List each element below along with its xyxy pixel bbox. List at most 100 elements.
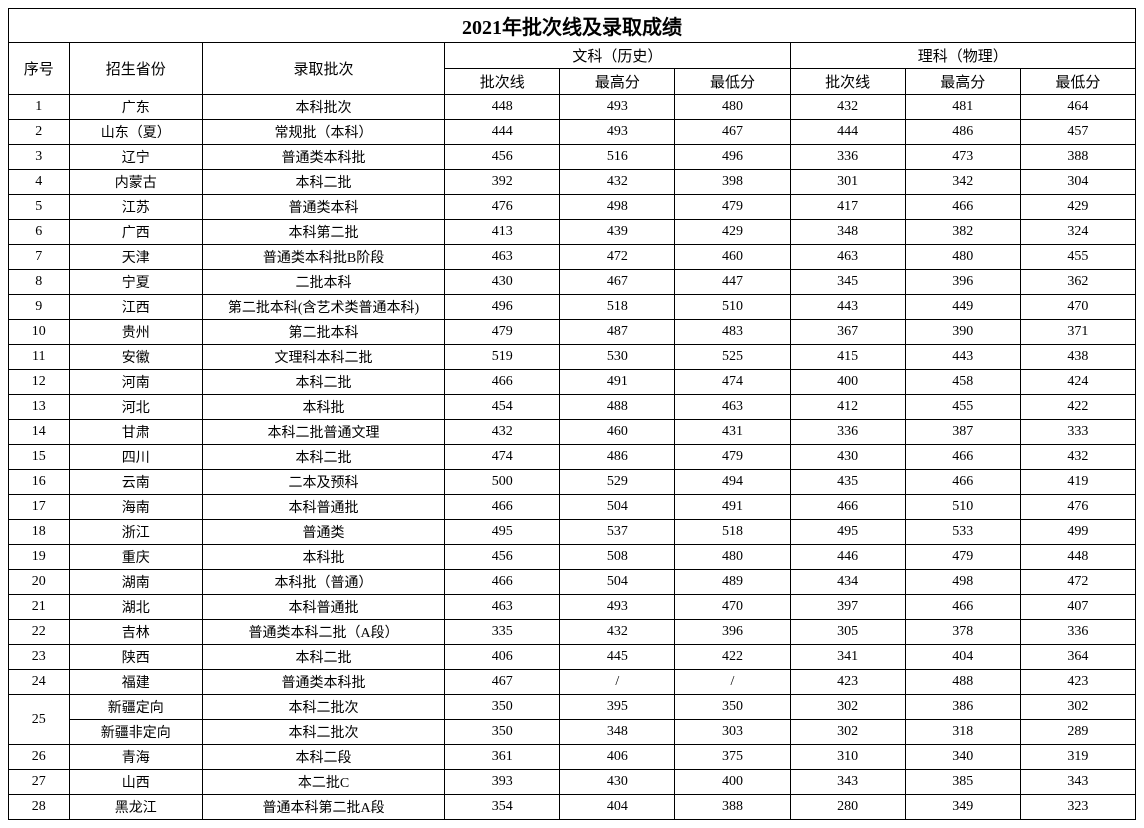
cell-science-cutoff: 367 xyxy=(790,320,905,345)
cell-arts-cutoff: 476 xyxy=(445,195,560,220)
table-row: 15四川本科二批474486479430466432 xyxy=(9,445,1136,470)
cell-arts-cutoff: 466 xyxy=(445,495,560,520)
cell-index: 25 xyxy=(9,695,70,745)
cell-arts-max: 504 xyxy=(560,570,675,595)
cell-index: 24 xyxy=(9,670,70,695)
cell-science-cutoff: 412 xyxy=(790,395,905,420)
cell-province: 湖北 xyxy=(69,595,202,620)
cell-arts-min: 447 xyxy=(675,270,790,295)
cell-arts-max: 404 xyxy=(560,795,675,820)
cell-arts-max: 493 xyxy=(560,120,675,145)
table-row: 19重庆本科批456508480446479448 xyxy=(9,545,1136,570)
cell-arts-min: 303 xyxy=(675,720,790,745)
cell-index: 19 xyxy=(9,545,70,570)
cell-arts-cutoff: 479 xyxy=(445,320,560,345)
cell-batch: 本科二段 xyxy=(202,745,444,770)
cell-science-cutoff: 435 xyxy=(790,470,905,495)
cell-arts-cutoff: 350 xyxy=(445,695,560,720)
cell-batch: 本科二批 xyxy=(202,170,444,195)
cell-batch: 普通类本科批 xyxy=(202,145,444,170)
cell-arts-max: 406 xyxy=(560,745,675,770)
cell-science-min: 438 xyxy=(1020,345,1135,370)
cell-province: 河南 xyxy=(69,370,202,395)
header-arts-max: 最高分 xyxy=(560,69,675,95)
cell-science-min: 289 xyxy=(1020,720,1135,745)
cell-science-max: 382 xyxy=(905,220,1020,245)
cell-index: 7 xyxy=(9,245,70,270)
cell-arts-max: 460 xyxy=(560,420,675,445)
cell-index: 13 xyxy=(9,395,70,420)
cell-arts-cutoff: 392 xyxy=(445,170,560,195)
header-science-max: 最高分 xyxy=(905,69,1020,95)
table-row: 26青海本科二段361406375310340319 xyxy=(9,745,1136,770)
cell-science-min: 423 xyxy=(1020,670,1135,695)
cell-arts-cutoff: 463 xyxy=(445,245,560,270)
cell-science-cutoff: 336 xyxy=(790,420,905,445)
table-row: 13河北本科批454488463412455422 xyxy=(9,395,1136,420)
cell-science-cutoff: 466 xyxy=(790,495,905,520)
cell-batch: 本科二批普通文理 xyxy=(202,420,444,445)
cell-arts-min: 491 xyxy=(675,495,790,520)
cell-index: 14 xyxy=(9,420,70,445)
cell-province: 四川 xyxy=(69,445,202,470)
cell-science-max: 455 xyxy=(905,395,1020,420)
cell-arts-max: 516 xyxy=(560,145,675,170)
cell-batch: 本科二批次 xyxy=(202,695,444,720)
table-row: 1广东本科批次448493480432481464 xyxy=(9,95,1136,120)
cell-arts-min: 494 xyxy=(675,470,790,495)
cell-arts-max: 445 xyxy=(560,645,675,670)
cell-science-cutoff: 302 xyxy=(790,720,905,745)
cell-arts-min: 460 xyxy=(675,245,790,270)
table-row: 4内蒙古本科二批392432398301342304 xyxy=(9,170,1136,195)
cell-science-max: 481 xyxy=(905,95,1020,120)
cell-arts-cutoff: 474 xyxy=(445,445,560,470)
cell-index: 12 xyxy=(9,370,70,395)
cell-arts-max: 348 xyxy=(560,720,675,745)
cell-province: 山西 xyxy=(69,770,202,795)
cell-science-cutoff: 463 xyxy=(790,245,905,270)
cell-science-max: 533 xyxy=(905,520,1020,545)
cell-science-min: 464 xyxy=(1020,95,1135,120)
cell-science-max: 318 xyxy=(905,720,1020,745)
cell-science-cutoff: 423 xyxy=(790,670,905,695)
table-row: 17海南本科普通批466504491466510476 xyxy=(9,495,1136,520)
cell-province: 重庆 xyxy=(69,545,202,570)
cell-science-cutoff: 301 xyxy=(790,170,905,195)
cell-index: 11 xyxy=(9,345,70,370)
table-title: 2021年批次线及录取成绩 xyxy=(9,9,1136,43)
table-row: 28黑龙江普通本科第二批A段354404388280349323 xyxy=(9,795,1136,820)
cell-science-max: 479 xyxy=(905,545,1020,570)
cell-science-cutoff: 305 xyxy=(790,620,905,645)
cell-science-cutoff: 434 xyxy=(790,570,905,595)
cell-arts-cutoff: 466 xyxy=(445,370,560,395)
cell-arts-max: 493 xyxy=(560,595,675,620)
cell-index: 3 xyxy=(9,145,70,170)
table-row: 24福建普通类本科批467//423488423 xyxy=(9,670,1136,695)
cell-arts-max: 472 xyxy=(560,245,675,270)
cell-science-min: 457 xyxy=(1020,120,1135,145)
cell-batch: 普通本科第二批A段 xyxy=(202,795,444,820)
cell-arts-cutoff: 495 xyxy=(445,520,560,545)
cell-arts-max: 439 xyxy=(560,220,675,245)
cell-science-min: 470 xyxy=(1020,295,1135,320)
cell-science-max: 466 xyxy=(905,445,1020,470)
cell-arts-min: / xyxy=(675,670,790,695)
cell-arts-max: 467 xyxy=(560,270,675,295)
cell-science-max: 486 xyxy=(905,120,1020,145)
cell-science-max: 342 xyxy=(905,170,1020,195)
cell-arts-min: 479 xyxy=(675,195,790,220)
cell-science-min: 371 xyxy=(1020,320,1135,345)
cell-province: 广东 xyxy=(69,95,202,120)
cell-science-max: 449 xyxy=(905,295,1020,320)
cell-arts-max: 518 xyxy=(560,295,675,320)
cell-science-cutoff: 430 xyxy=(790,445,905,470)
cell-arts-max: 486 xyxy=(560,445,675,470)
header-index: 序号 xyxy=(9,43,70,95)
cell-arts-cutoff: 354 xyxy=(445,795,560,820)
cell-arts-min: 400 xyxy=(675,770,790,795)
cell-arts-cutoff: 448 xyxy=(445,95,560,120)
cell-province: 广西 xyxy=(69,220,202,245)
cell-batch: 本科普通批 xyxy=(202,595,444,620)
cell-science-min: 407 xyxy=(1020,595,1135,620)
cell-science-cutoff: 343 xyxy=(790,770,905,795)
